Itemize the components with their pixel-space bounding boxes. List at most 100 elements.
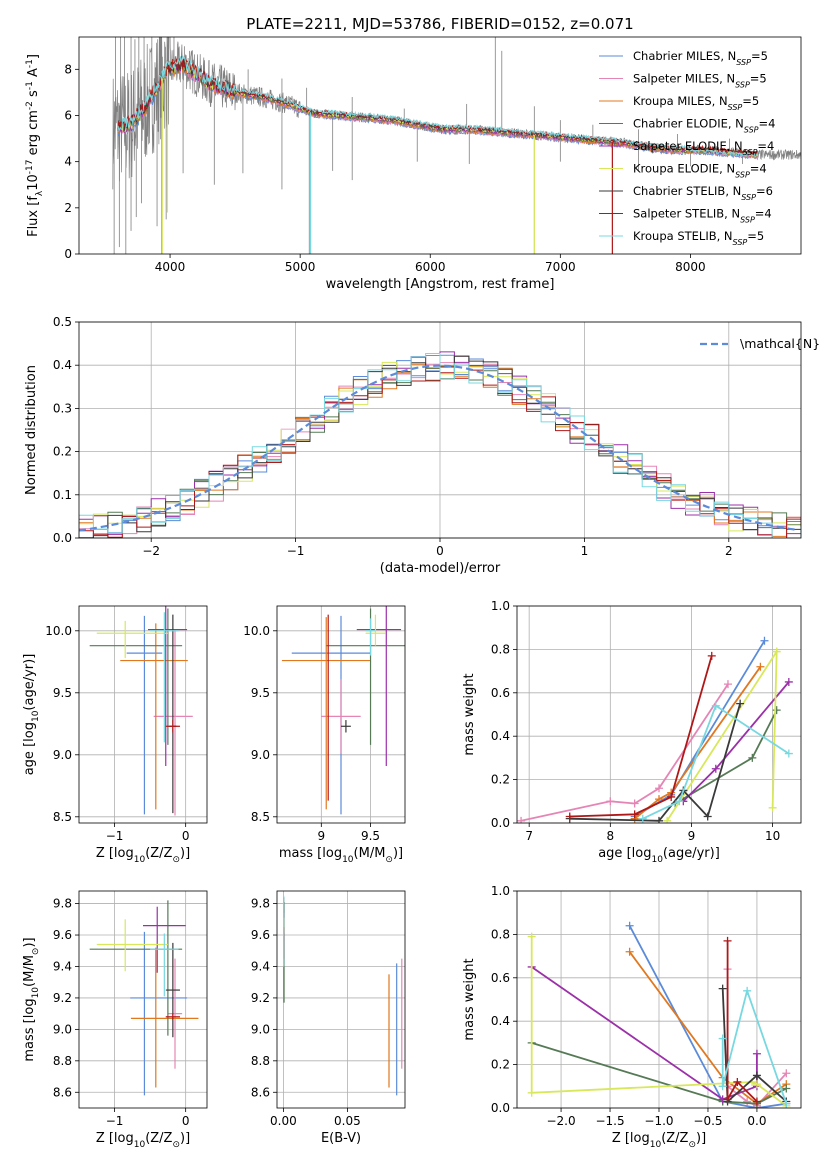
weight-marker xyxy=(718,984,727,993)
weight-marker xyxy=(718,1082,727,1091)
axes-frame xyxy=(78,321,802,539)
weight-marker xyxy=(752,1049,761,1058)
y-tick-label: 0.2 xyxy=(491,773,510,787)
y-tick-label: 0 xyxy=(64,247,72,261)
label-part: ] xyxy=(26,54,41,59)
y-tick-label: 9.4 xyxy=(251,959,270,973)
legend-label: Salpeter MILES, NSSP=5 xyxy=(633,72,767,90)
label-part: 10 xyxy=(26,174,41,191)
y-tick-label: 9.0 xyxy=(251,748,270,762)
y-tick-label: 8 xyxy=(64,62,72,76)
y-tick-label: 0.3 xyxy=(53,401,72,415)
weight-marker xyxy=(625,947,634,956)
x-tick-label: 5000 xyxy=(285,260,316,274)
y-tick-label: 0.0 xyxy=(491,816,510,830)
x-tick-label: −1 xyxy=(287,544,305,558)
legend-label-sub: SSP xyxy=(741,193,756,202)
weight-marker xyxy=(675,797,684,806)
plot-area-residuals xyxy=(79,351,801,538)
x-tick-label: 9 xyxy=(317,829,325,843)
label-part: (data-model)/error xyxy=(380,561,501,576)
weight-marker xyxy=(527,1088,536,1097)
y-tick-label: 8.5 xyxy=(53,810,72,824)
label-part: 10 xyxy=(651,855,663,865)
weight-marker xyxy=(736,699,745,708)
y-tick-label: 0.5 xyxy=(53,315,72,329)
legend-label-main: Chabrier ELODIE, N xyxy=(633,117,744,131)
y-axis-label: mass [log10(M/M⊙)] xyxy=(22,937,41,1061)
x-tick-label: 9.5 xyxy=(361,829,380,843)
weight-marker xyxy=(667,792,676,801)
label-part: mass weight xyxy=(462,958,477,1040)
label-part: -2 xyxy=(25,101,35,110)
y-tick-label: 0.8 xyxy=(491,642,510,656)
y-tick-label: 0.1 xyxy=(53,488,72,502)
plot-area-age-vs-Z xyxy=(89,606,193,816)
x-tick-label: 0.05 xyxy=(334,1114,361,1128)
legend-label: Kroupa ELODIE, NSSP=4 xyxy=(633,162,767,180)
label-part: ⊙ xyxy=(172,855,180,865)
label-part: Z [log xyxy=(612,1131,650,1146)
weight-marker xyxy=(733,1077,742,1086)
label-part: (age/yr)] xyxy=(22,654,37,711)
x-axis-label: Z [log10(Z/Z⊙)] xyxy=(96,846,190,865)
legend-label-sub: SSP xyxy=(736,58,751,67)
y-axis-label: Flux [fλ10-17 erg cm-2 s-1 A-1] xyxy=(25,54,45,237)
label-part: mass [log xyxy=(279,846,342,861)
y-axis-label: mass weight xyxy=(462,673,477,755)
x-tick-label: −1.0 xyxy=(644,1114,673,1128)
legend-label-main: Kroupa MILES, N xyxy=(633,94,728,108)
weight-line-kroupa-stelib xyxy=(721,987,788,1104)
x-tick-label: 9 xyxy=(688,829,696,843)
legend-label: Chabrier MILES, NSSP=5 xyxy=(633,49,768,67)
axes-frame xyxy=(276,605,406,824)
x-tick-label: −1 xyxy=(106,829,124,843)
weight-marker xyxy=(784,749,793,758)
y-tick-label: 0.2 xyxy=(53,445,72,459)
x-tick-label: 0 xyxy=(182,829,190,843)
x-tick-label: 0.00 xyxy=(270,1114,297,1128)
legend-label-main: Salpeter MILES, N xyxy=(633,72,735,86)
label-part: 10 xyxy=(134,1140,146,1150)
axes-frame xyxy=(516,605,802,824)
plot-area-mass-vs-Z xyxy=(89,900,199,1096)
weight-marker xyxy=(527,932,536,941)
x-axis-label: Z [log10(Z/Z⊙)] xyxy=(96,1131,190,1150)
legend-label: Salpeter ELODIE, NSSP=4 xyxy=(633,139,774,157)
y-tick-label: 8.6 xyxy=(251,1085,270,1099)
legend-label: Kroupa MILES, NSSP=5 xyxy=(633,94,759,112)
label-part: A xyxy=(26,68,41,81)
label-part: -1 xyxy=(25,59,35,68)
weight-marker xyxy=(782,1069,791,1078)
x-tick-label: −2 xyxy=(142,544,160,558)
x-tick-label: −0.5 xyxy=(693,1114,722,1128)
legend-label-suffix: =4 xyxy=(755,207,772,221)
label-part: ⊙ xyxy=(31,948,41,956)
axes-residuals: −2 −1 0 1 2 0.0 0.1 0.2 0.3 0.4 0.5 (data-model)/er… xyxy=(24,315,819,576)
y-tick-label: 0.6 xyxy=(491,686,510,700)
legend-label-sub: SSP xyxy=(735,80,750,89)
axes-frame xyxy=(516,890,802,1109)
weight-marker xyxy=(752,1097,761,1106)
plot-area-mass-vs-EBV xyxy=(283,895,403,1096)
weight-marker xyxy=(784,677,793,686)
weight-line-kroupa-stelib xyxy=(642,704,790,820)
legend-label-suffix: =4 xyxy=(750,162,767,176)
y-tick-label: 0.0 xyxy=(53,531,72,545)
label-part: ⊙ xyxy=(688,1140,696,1150)
weight-marker xyxy=(723,936,732,945)
figure-title: PLATE=2211, MJD=53786, FIBERID=0152, z=0… xyxy=(246,15,633,33)
weight-marker xyxy=(655,784,663,793)
axes-weight-vs-Z: −2.0 −1.5 −1.0 −0.5 0.0 0.0 0.2 0.4 0.6 0.8 1.0 Z [… xyxy=(462,884,802,1150)
label-part: Z [log xyxy=(96,1131,134,1146)
label-part: )] xyxy=(696,1131,706,1146)
y-tick-label: 10.0 xyxy=(45,624,72,638)
weight-marker xyxy=(752,1080,761,1089)
x-axis-label: age [log10(age/yr)] xyxy=(598,846,720,865)
weight-marker xyxy=(630,810,639,819)
y-axis-label: Normed distribution xyxy=(24,365,39,495)
legend-label: Chabrier ELODIE, NSSP=4 xyxy=(633,117,775,135)
label-part: age [log xyxy=(22,722,37,775)
